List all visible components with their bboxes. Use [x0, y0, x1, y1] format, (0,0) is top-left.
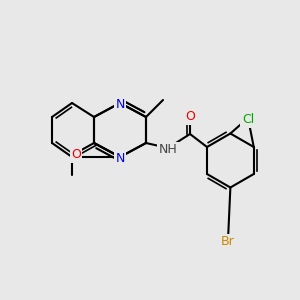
Text: O: O	[185, 110, 195, 123]
Text: Cl: Cl	[242, 113, 254, 126]
Text: N: N	[115, 98, 125, 111]
Text: O: O	[71, 148, 81, 161]
Text: NH: NH	[159, 143, 177, 156]
Text: Br: Br	[221, 235, 235, 248]
Text: N: N	[115, 152, 125, 165]
